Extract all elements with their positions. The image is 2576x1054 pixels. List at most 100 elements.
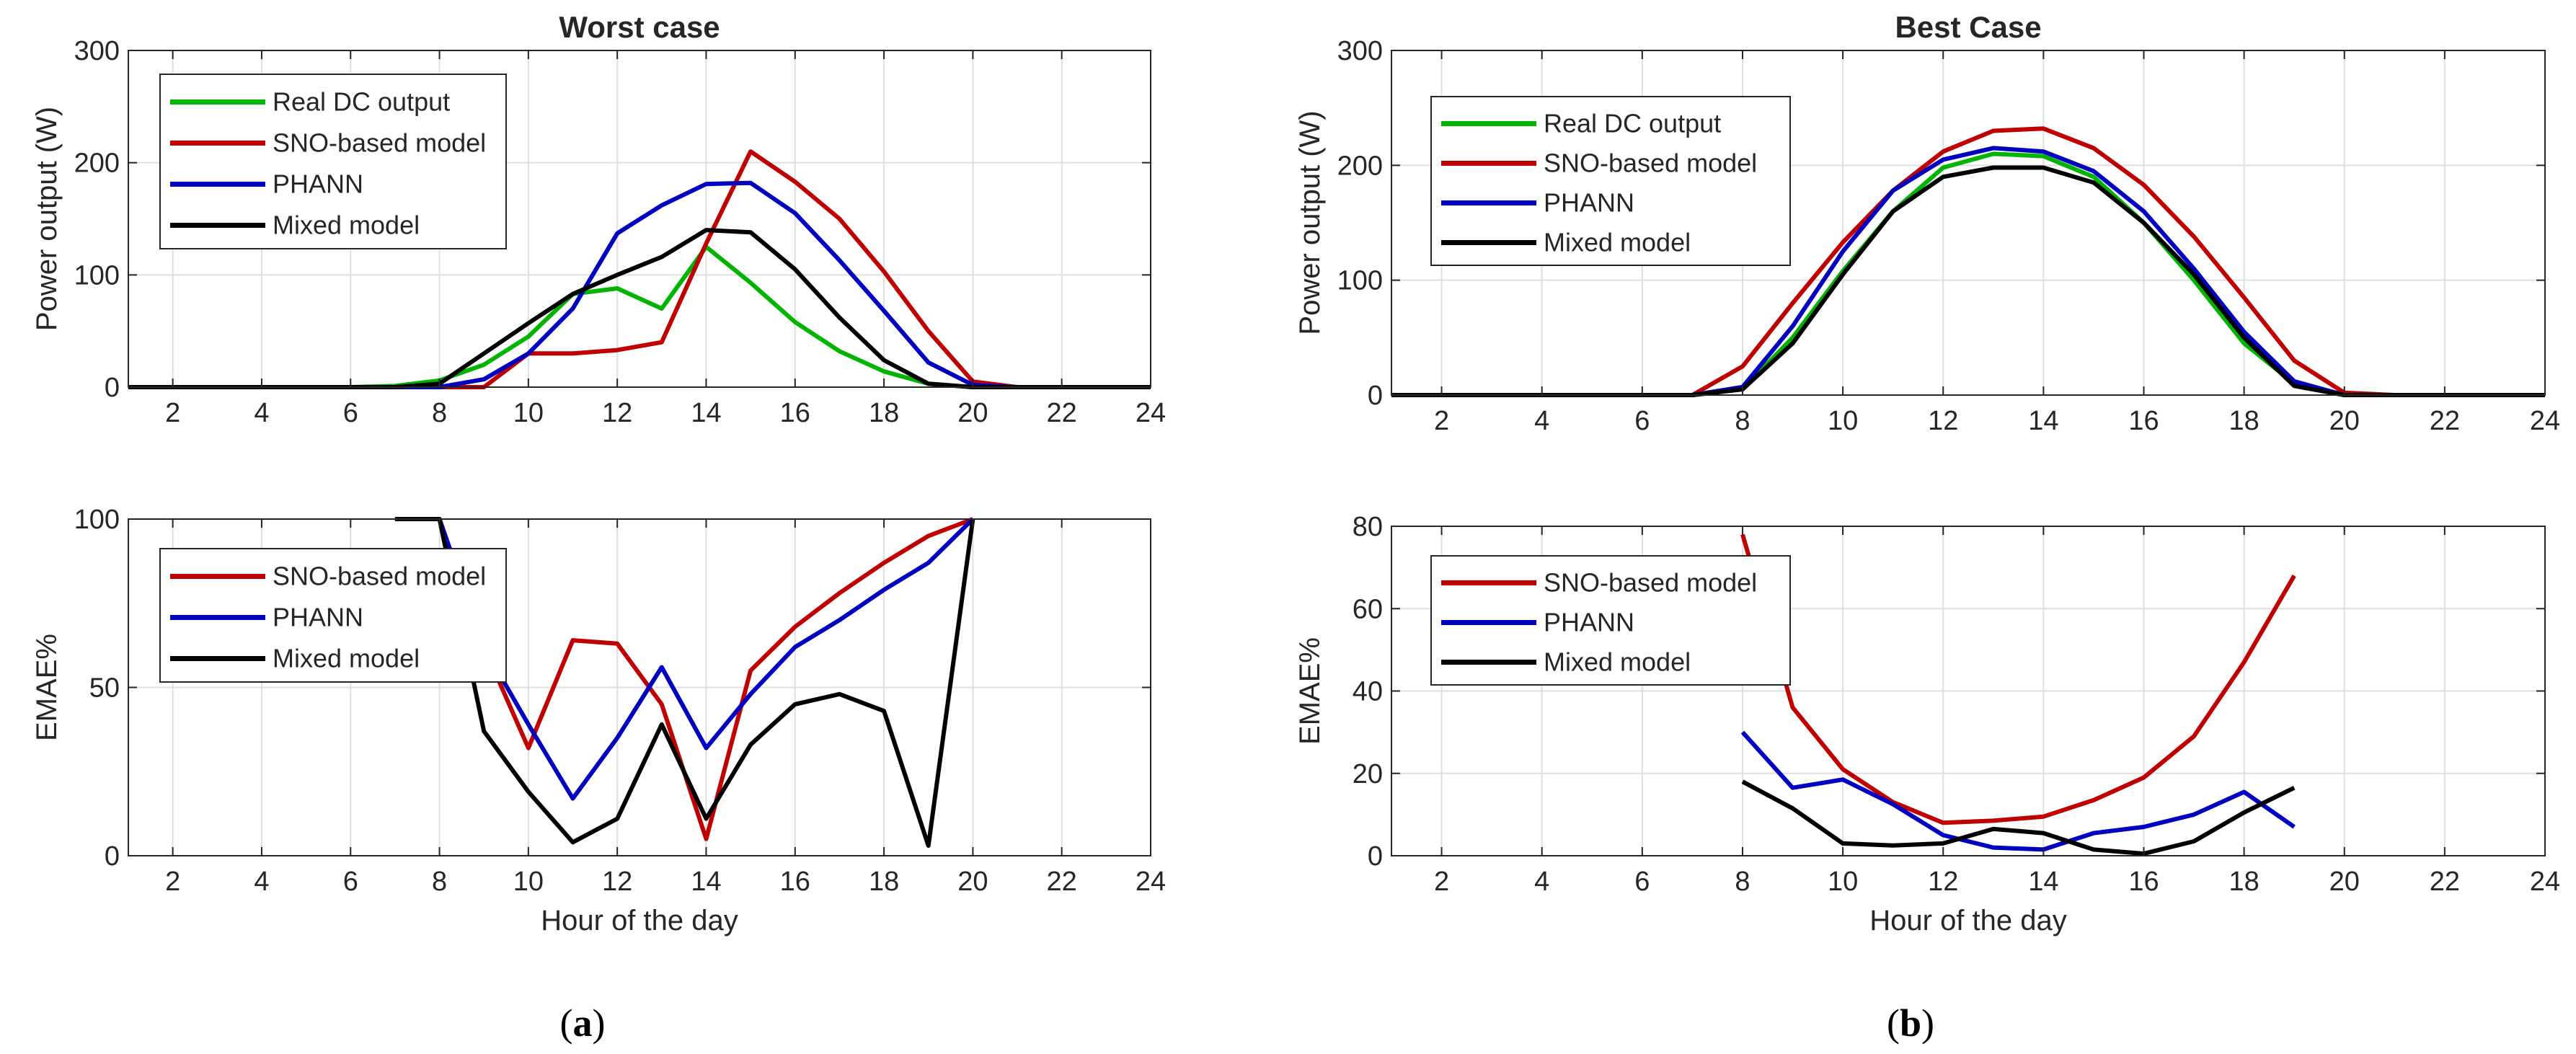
x-tick-label: 6 [1634, 406, 1650, 436]
x-tick-label: 10 [513, 867, 544, 897]
series-line-phann [1740, 730, 2296, 852]
legend-label: Mixed model [273, 211, 420, 240]
legend-label: PHANN [273, 603, 363, 632]
x-tick-label: 24 [2530, 867, 2560, 897]
x-tick-label: 12 [602, 867, 632, 897]
x-tick-label: 18 [2228, 867, 2259, 897]
caption-a: (a) [560, 1001, 606, 1045]
x-tick-label: 4 [254, 398, 269, 428]
x-tick-label: 10 [1828, 867, 1858, 897]
x-tick-label: 14 [691, 398, 721, 428]
y-tick-label: 80 [1353, 512, 1383, 542]
x-tick-label: 20 [957, 398, 988, 428]
x-tick-label: 16 [2128, 406, 2159, 436]
y-tick-label: 50 [89, 673, 120, 704]
x-tick-label: 24 [1136, 398, 1166, 428]
y-tick-label: 300 [1337, 36, 1383, 66]
y-axis-label: EMAE% [1294, 637, 1326, 745]
x-tick-label: 16 [780, 867, 810, 897]
y-tick-label: 0 [105, 373, 120, 403]
x-tick-label: 8 [1735, 406, 1750, 436]
legend-label: Mixed model [1544, 228, 1691, 257]
x-tick-label: 4 [1534, 867, 1549, 897]
chart-title: Best Case [1895, 10, 2041, 44]
legend-label: PHANN [1544, 608, 1634, 637]
legend: SNO-based model PHANN Mixed model [159, 548, 507, 683]
x-tick-label: 8 [432, 867, 447, 897]
y-tick-label: 0 [1368, 381, 1383, 411]
x-tick-label: 14 [2028, 406, 2058, 436]
y-tick-label: 0 [105, 841, 120, 872]
x-tick-label: 2 [165, 867, 180, 897]
y-tick-label: 40 [1353, 677, 1383, 707]
y-tick-label: 60 [1353, 594, 1383, 624]
legend-label: Real DC output [1544, 109, 1721, 138]
legend-label: SNO-based model [273, 128, 486, 158]
y-axis-label: Power output (W) [1294, 110, 1326, 335]
y-tick-label: 100 [1337, 266, 1383, 296]
x-tick-label: 22 [2430, 406, 2460, 436]
x-tick-label: 24 [1136, 867, 1166, 897]
x-tick-label: 8 [432, 398, 447, 428]
legend-label: SNO-based model [273, 562, 486, 591]
x-tick-label: 14 [691, 867, 721, 897]
x-axis-label: Hour of the day [1869, 905, 2067, 936]
x-tick-label: 22 [1047, 398, 1077, 428]
x-tick-label: 14 [2028, 867, 2058, 897]
y-tick-label: 300 [74, 36, 120, 66]
legend-label: Mixed model [273, 644, 420, 673]
legend-label: PHANN [273, 169, 363, 199]
axes-box [1391, 50, 2546, 396]
x-tick-label: 6 [1634, 867, 1650, 897]
y-axis-label: EMAE% [31, 634, 63, 741]
series-line-mixed-model [1741, 779, 2296, 856]
legend-label: SNO-based model [1544, 568, 1757, 598]
x-tick-label: 24 [2530, 406, 2560, 436]
chart-title: Worst case [559, 10, 720, 44]
y-tick-label: 100 [74, 260, 120, 291]
x-tick-label: 18 [869, 867, 899, 897]
legend: Real DC output SNO-based model PHANN Mixed … [1430, 96, 1791, 266]
y-axis-label: Power output (W) [31, 107, 63, 331]
x-tick-label: 12 [1928, 406, 1958, 436]
y-tick-label: 200 [1337, 151, 1383, 181]
x-tick-label: 2 [165, 398, 180, 428]
x-tick-label: 20 [957, 867, 988, 897]
legend-label: PHANN [1544, 188, 1634, 218]
legend: SNO-based model PHANN Mixed model [1430, 555, 1791, 686]
series-line-mixed-model [394, 517, 975, 848]
x-tick-label: 20 [2329, 867, 2360, 897]
x-tick-label: 10 [513, 398, 544, 428]
x-tick-label: 6 [343, 398, 358, 428]
axes-box [128, 50, 1151, 388]
x-tick-label: 8 [1735, 867, 1750, 897]
series-line-sno-based-model [1740, 533, 2296, 825]
x-tick-label: 18 [2228, 406, 2259, 436]
x-tick-label: 12 [1928, 867, 1958, 897]
x-tick-label: 10 [1828, 406, 1858, 436]
caption-b: (b) [1887, 1001, 1934, 1045]
y-tick-label: 200 [74, 149, 120, 179]
x-tick-label: 16 [2128, 867, 2159, 897]
y-tick-label: 100 [74, 505, 120, 535]
x-tick-label: 16 [780, 398, 810, 428]
y-tick-label: 0 [1368, 841, 1383, 872]
x-tick-label: 22 [2430, 867, 2460, 897]
x-tick-label: 6 [343, 867, 358, 897]
x-tick-label: 4 [1534, 406, 1549, 436]
x-tick-label: 22 [1047, 867, 1077, 897]
x-tick-label: 2 [1434, 406, 1449, 436]
legend-label: Real DC output [273, 87, 450, 117]
x-tick-label: 12 [602, 398, 632, 428]
legend-label: SNO-based model [1544, 149, 1757, 178]
x-tick-label: 18 [869, 398, 899, 428]
legend: Real DC output SNO-based model PHANN Mixed … [159, 74, 507, 249]
x-tick-label: 4 [254, 867, 269, 897]
y-tick-label: 20 [1353, 759, 1383, 789]
x-tick-label: 20 [2329, 406, 2360, 436]
legend-label: Mixed model [1544, 647, 1691, 677]
x-tick-label: 2 [1434, 867, 1449, 897]
